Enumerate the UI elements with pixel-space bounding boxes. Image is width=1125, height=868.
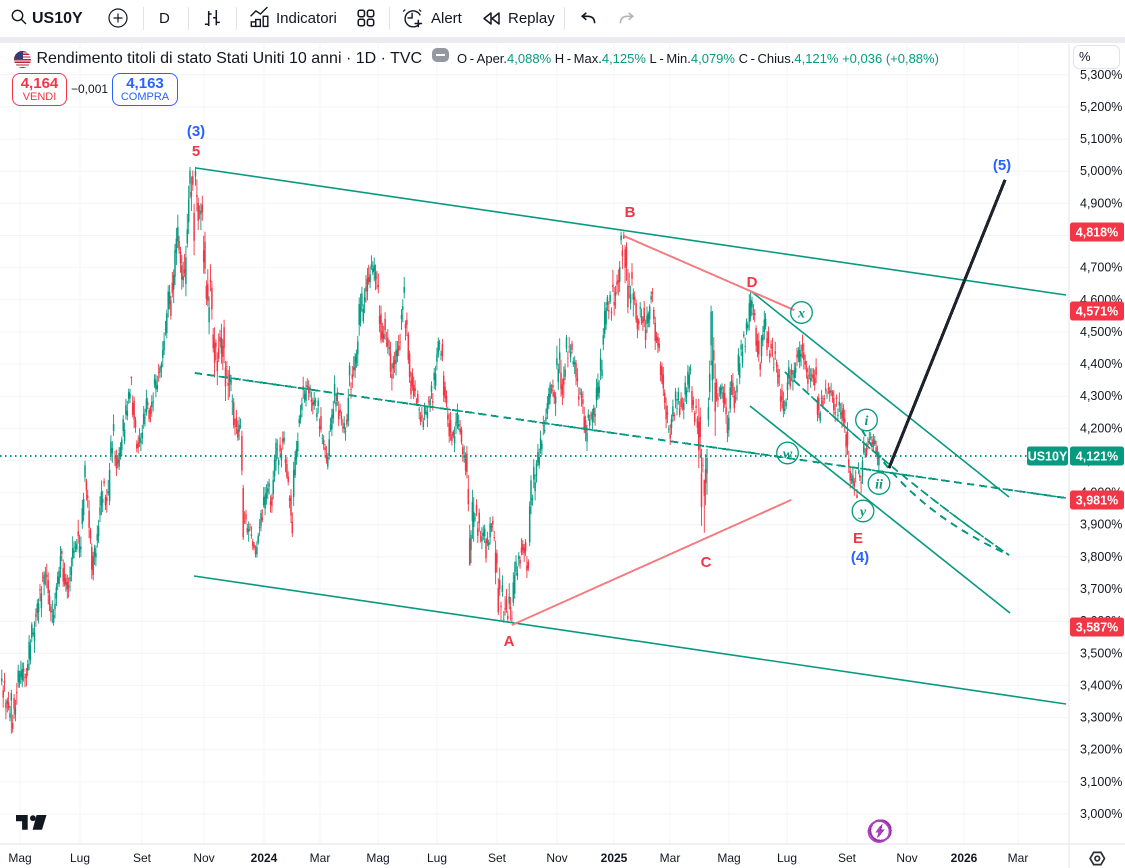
svg-text:D: D <box>159 10 170 27</box>
svg-text:5: 5 <box>192 143 200 160</box>
svg-text:Mar: Mar <box>1008 851 1029 865</box>
svg-text:Mar: Mar <box>310 851 331 865</box>
svg-text:4,200%: 4,200% <box>1080 421 1122 435</box>
svg-text:Mag: Mag <box>366 851 389 865</box>
svg-text:Replay: Replay <box>508 10 555 27</box>
svg-text:3,981%: 3,981% <box>1076 494 1118 508</box>
svg-text:3,000%: 3,000% <box>1080 807 1122 821</box>
svg-text:Lug: Lug <box>777 851 797 865</box>
svg-text:Indicatori: Indicatori <box>276 10 337 27</box>
svg-text:Lug: Lug <box>427 851 447 865</box>
svg-text:Mag: Mag <box>717 851 740 865</box>
svg-text:3,800%: 3,800% <box>1080 550 1122 564</box>
svg-text:Nov: Nov <box>193 851 214 865</box>
svg-text:3,500%: 3,500% <box>1080 646 1122 660</box>
svg-text:5,000%: 5,000% <box>1080 164 1122 178</box>
svg-text:4,500%: 4,500% <box>1080 325 1122 339</box>
svg-text:C: C <box>701 554 712 571</box>
svg-text:US10Y: US10Y <box>1028 450 1068 464</box>
svg-text:i: i <box>865 414 869 429</box>
svg-text:2025: 2025 <box>601 851 628 865</box>
svg-text:Mar: Mar <box>660 851 681 865</box>
svg-text:Alert: Alert <box>431 10 463 27</box>
svg-text:3,700%: 3,700% <box>1080 582 1122 596</box>
svg-text:2026: 2026 <box>951 851 978 865</box>
svg-text:Set: Set <box>838 851 857 865</box>
svg-text:Set: Set <box>488 851 507 865</box>
svg-text:US10Y: US10Y <box>32 10 83 27</box>
svg-text:Mag: Mag <box>8 851 31 865</box>
svg-text:w: w <box>783 447 793 462</box>
svg-text:Set: Set <box>133 851 152 865</box>
svg-text:5,100%: 5,100% <box>1080 132 1122 146</box>
svg-text:3,900%: 3,900% <box>1080 518 1122 532</box>
svg-text:Nov: Nov <box>546 851 567 865</box>
svg-text:4,571%: 4,571% <box>1076 305 1118 319</box>
svg-text:5,200%: 5,200% <box>1080 100 1122 114</box>
svg-text:5,300%: 5,300% <box>1080 68 1122 82</box>
svg-text:E: E <box>853 530 863 547</box>
svg-text:B: B <box>625 204 636 221</box>
svg-text:4,700%: 4,700% <box>1080 261 1122 275</box>
svg-text:(5): (5) <box>993 157 1011 174</box>
svg-text:D: D <box>747 274 758 291</box>
svg-text:3,400%: 3,400% <box>1080 678 1122 692</box>
svg-text:Nov: Nov <box>896 851 917 865</box>
svg-text:4,818%: 4,818% <box>1076 226 1118 240</box>
svg-text:(3): (3) <box>187 123 205 140</box>
svg-text:2024: 2024 <box>251 851 278 865</box>
svg-text:ii: ii <box>875 477 883 492</box>
svg-text:A: A <box>504 633 515 650</box>
svg-text:3,587%: 3,587% <box>1076 621 1118 635</box>
svg-text:3,100%: 3,100% <box>1080 775 1122 789</box>
svg-text:x: x <box>797 306 805 321</box>
svg-text:4,121%: 4,121% <box>1076 450 1118 464</box>
svg-text:y: y <box>858 505 867 520</box>
svg-text:(4): (4) <box>851 549 869 566</box>
svg-text:3,300%: 3,300% <box>1080 711 1122 725</box>
svg-text:4,900%: 4,900% <box>1080 196 1122 210</box>
svg-text:3,200%: 3,200% <box>1080 743 1122 757</box>
svg-text:4,400%: 4,400% <box>1080 357 1122 371</box>
svg-text:Lug: Lug <box>70 851 90 865</box>
svg-text:4,300%: 4,300% <box>1080 389 1122 403</box>
